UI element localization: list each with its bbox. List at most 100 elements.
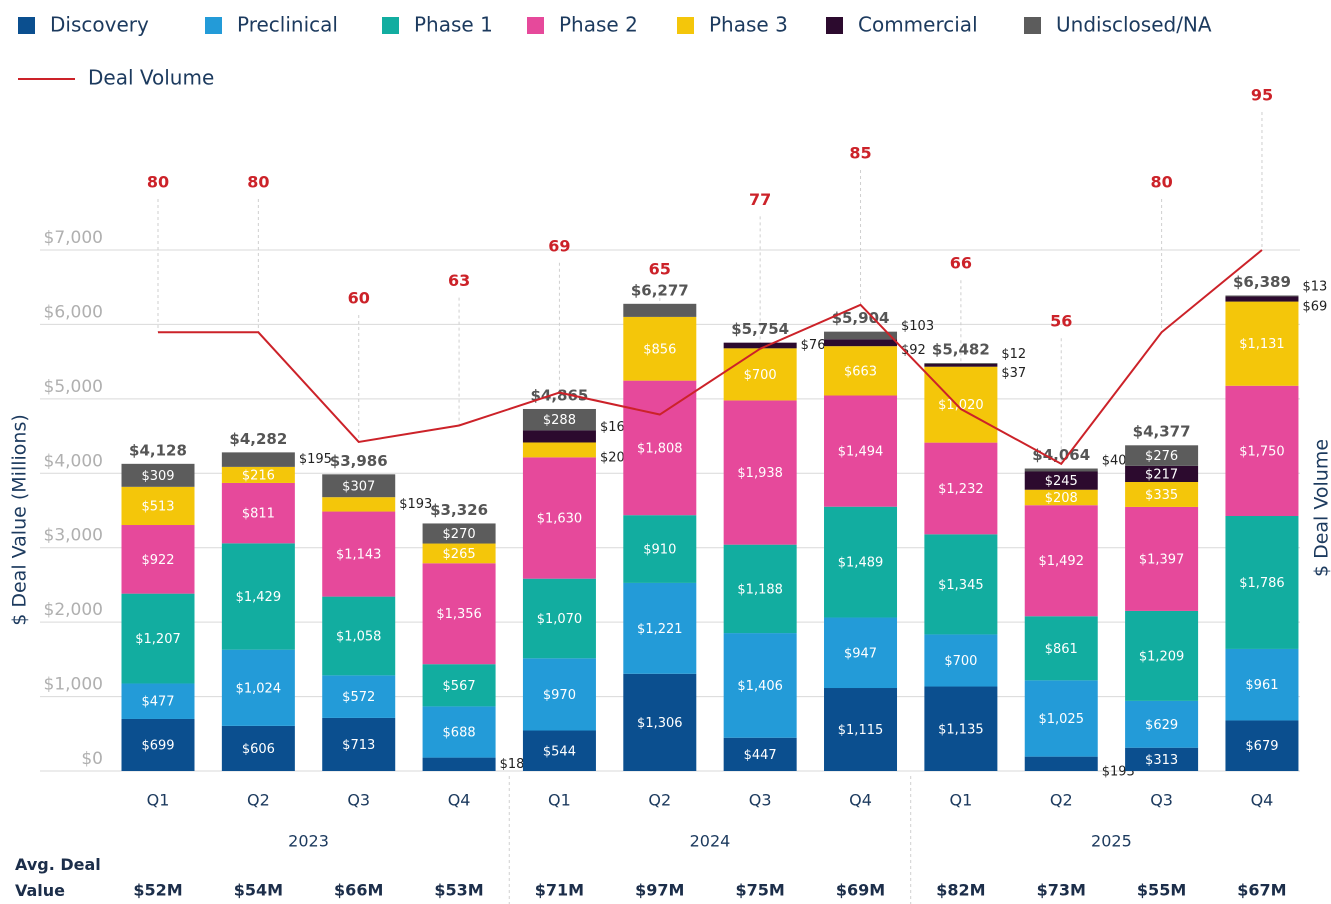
bar-segment <box>522 457 596 579</box>
legend-label: Undisclosed/NA <box>1056 13 1212 37</box>
bar-segment <box>924 363 998 364</box>
segment-label: $309 <box>141 469 174 484</box>
avg-deal-label: Avg. Deal Value <box>15 855 101 900</box>
bar-segment <box>1225 720 1299 771</box>
year-label: 2023 <box>288 832 329 851</box>
segment-label: $447 <box>744 748 777 763</box>
outside-label: $195 <box>299 452 332 467</box>
total-label: $4,128 <box>129 441 187 459</box>
bar-segment <box>723 400 797 545</box>
outside-label: $37 <box>1001 366 1026 381</box>
avg-deal-value: $69M <box>836 881 885 900</box>
bar-segment <box>824 506 898 618</box>
volume-label: 80 <box>1150 173 1172 192</box>
segment-label: $1,025 <box>1038 712 1084 727</box>
y-tick-label: $2,000 <box>44 600 103 620</box>
segment-label: $606 <box>242 742 275 757</box>
bar-segment <box>1024 489 1098 506</box>
y-tick-label: $1,000 <box>44 675 103 695</box>
outside-label: $103 <box>901 319 934 334</box>
volume-label: 66 <box>950 254 972 273</box>
segment-label: $245 <box>1045 474 1078 489</box>
segment-label: $1,938 <box>737 466 783 481</box>
segment-label: $1,630 <box>537 512 583 527</box>
y2-axis-title: $ Deal Volume <box>1311 439 1331 577</box>
bar-segment <box>1225 385 1299 517</box>
bar-segment <box>924 686 998 771</box>
bar-segment <box>1024 756 1098 771</box>
segment-label: $1,492 <box>1038 554 1084 569</box>
bar-segment <box>1225 301 1299 386</box>
segment-label: $208 <box>1045 491 1078 506</box>
segment-label: $1,489 <box>838 556 884 571</box>
bar-segment <box>322 474 396 498</box>
volume-label: 77 <box>749 190 771 209</box>
segment-label: $700 <box>744 368 777 383</box>
bar-segment <box>623 380 697 516</box>
bar-segment <box>824 688 898 771</box>
avg-deal-value: $53M <box>434 881 483 900</box>
segment-label: $1,221 <box>637 622 683 637</box>
volume-label: 95 <box>1251 86 1273 105</box>
segment-label: $629 <box>1145 718 1178 733</box>
legend-swatch <box>18 17 35 34</box>
segment-label: $922 <box>141 553 174 568</box>
bar-segment <box>824 617 898 689</box>
segment-label: $1,024 <box>236 681 282 696</box>
y-tick-label: $3,000 <box>44 526 103 546</box>
segment-label: $1,020 <box>938 398 984 413</box>
total-label: $4,282 <box>229 430 287 448</box>
bar-segment <box>322 511 396 597</box>
segment-label: $1,070 <box>537 612 583 627</box>
bar-segment <box>1225 295 1299 297</box>
legend-swatch <box>677 17 694 34</box>
total-label: $5,482 <box>932 340 990 358</box>
avg-deal-value: $55M <box>1137 881 1186 900</box>
y-axis-title: $ Deal Value (Millions) <box>9 414 31 626</box>
total-label: $4,064 <box>1032 446 1090 464</box>
bar-segment <box>1024 505 1098 617</box>
bar-segment <box>121 525 195 594</box>
segment-label: $1,115 <box>838 723 884 738</box>
bar-segment <box>1125 610 1199 701</box>
bar-segment <box>824 339 898 347</box>
legend-swatch <box>527 17 544 34</box>
legend-swatch <box>382 17 399 34</box>
segment-label: $572 <box>342 690 375 705</box>
segment-label: $699 <box>141 738 174 753</box>
bar-segment <box>623 673 697 771</box>
bar-segment <box>924 534 998 635</box>
bar-segment <box>1125 481 1199 507</box>
outside-label: $13 <box>1302 279 1327 294</box>
bar-segment <box>322 497 396 512</box>
bar-segment <box>723 348 797 401</box>
y-tick-label: $0 <box>81 749 103 769</box>
segment-label: $679 <box>1245 739 1278 754</box>
legend-label: Phase 3 <box>709 13 788 37</box>
avg-deal-value: $67M <box>1237 881 1286 900</box>
outside-label: $40 <box>1102 454 1127 469</box>
legend-label: Phase 1 <box>414 13 493 37</box>
segment-label: $1,429 <box>236 590 282 605</box>
bar-segment <box>221 482 295 544</box>
y-tick-label: $4,000 <box>44 451 103 471</box>
total-label: $6,389 <box>1233 273 1291 291</box>
segment-label: $1,494 <box>838 445 884 460</box>
bar-segment <box>422 523 496 544</box>
bar-segment <box>824 346 898 396</box>
segment-label: $270 <box>443 527 476 542</box>
segment-label: $1,207 <box>135 632 181 647</box>
bar-segment <box>522 430 596 443</box>
segment-label: $307 <box>342 479 375 494</box>
bar-segment <box>723 342 797 349</box>
bar-segment <box>623 316 697 381</box>
legend-swatch <box>1024 17 1041 34</box>
segment-label: $811 <box>242 507 275 522</box>
segment-label: $544 <box>543 744 576 759</box>
volume-label: 80 <box>247 173 269 192</box>
x-tick-label: Q2 <box>648 791 671 810</box>
segment-label: $313 <box>1145 753 1178 768</box>
x-tick-label: Q2 <box>1050 791 1073 810</box>
bar-segment <box>824 395 898 507</box>
segment-label: $1,406 <box>737 679 783 694</box>
